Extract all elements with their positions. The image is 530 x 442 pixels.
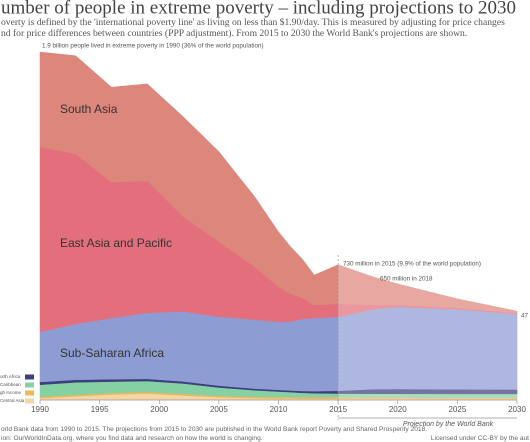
legend-swatch: [25, 390, 34, 396]
annotation: 47: [521, 313, 529, 320]
source: ion: OurWorldInData.org, where you find …: [1, 435, 263, 442]
source: orld Bank data from 1990 to 2015. The pr…: [1, 426, 427, 433]
x-tick-label: 2015: [329, 405, 347, 414]
projection-shade: [338, 40, 517, 400]
license: Licensed under CC-BY by the aut: [431, 435, 529, 442]
x-tick-label: 2020: [389, 405, 407, 414]
area-label: Sub-Saharan Africa: [60, 346, 164, 360]
x-tick-label: 2000: [150, 405, 168, 414]
legend-label: orth Africa: [0, 374, 21, 379]
legend-swatch: [25, 398, 34, 404]
x-tick-label: 1990: [31, 405, 49, 414]
x-tick-label: 2005: [210, 405, 228, 414]
area: [39, 51, 518, 314]
area-label: East Asia and Pacific: [60, 236, 172, 250]
projection-label: Projection by the World Bank: [403, 421, 494, 428]
annotation: 650 million in 2018: [380, 276, 433, 283]
subtitle: overty is defined by the 'international …: [1, 17, 505, 28]
legend-label: Caribbean: [0, 382, 21, 387]
legend-swatch: [25, 374, 34, 380]
annotation: 730 million in 2015 (9.9% of the world p…: [343, 261, 481, 268]
annotation: 1.9 billion people lived in extreme pove…: [42, 43, 264, 50]
chart-title: umber of people in extreme poverty – inc…: [1, 0, 516, 18]
legend-swatch: [25, 382, 34, 388]
x-tick-label: 2010: [270, 405, 288, 414]
x-tick-label: 2025: [448, 405, 466, 414]
x-tick-label: 2030: [508, 405, 526, 414]
subtitle: nd for price differences between countri…: [1, 28, 467, 39]
x-tick-label: 1995: [91, 405, 109, 414]
legend-label: gh Income: [0, 390, 22, 395]
area-label: South Asia: [60, 102, 118, 116]
legend-label: Central Asia: [0, 398, 25, 403]
